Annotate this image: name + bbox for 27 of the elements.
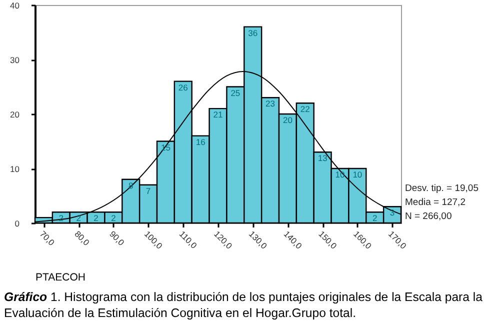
- text: Gráfico 1. Histograma con la distribución de los puntajes originales de la Escala para la Evaluación de la Estimulación Cognitiva en el Hogar.Grupo total.: [4, 289, 484, 321]
- data-label: 10: [335, 170, 345, 180]
- data-label: 2: [94, 213, 99, 224]
- text: Media = 127,2: [405, 197, 466, 208]
- data-label: 26: [178, 82, 188, 92]
- y-tick-label: 10: [10, 164, 20, 174]
- data-label: 13: [318, 153, 328, 164]
- data-label: 22: [300, 104, 310, 114]
- text: Desv. tip. = 19,05: [405, 183, 478, 194]
- x-tick-label: 80,0: [72, 228, 92, 248]
- y-tick-label: 0: [14, 218, 20, 228]
- x-tick-label: 90,0: [108, 228, 127, 248]
- data-label: 36: [248, 28, 258, 38]
- data-label: 23: [266, 98, 276, 109]
- x-axis-title: PTAECOH: [36, 272, 86, 284]
- data-label: 16: [196, 136, 206, 147]
- data-label: 2: [111, 213, 116, 224]
- y-tick-label: 30: [10, 55, 20, 65]
- data-label: 10: [352, 170, 362, 180]
- data-label: 21: [213, 110, 223, 120]
- y-tick-label: 40: [10, 0, 20, 10]
- data-label: 25: [230, 88, 240, 98]
- text: N = 266,00: [405, 211, 452, 222]
- y-tick-label: 20: [10, 110, 20, 120]
- data-label: 7: [146, 186, 151, 196]
- data-label: 2: [372, 213, 378, 224]
- data-label: 20: [282, 115, 293, 125]
